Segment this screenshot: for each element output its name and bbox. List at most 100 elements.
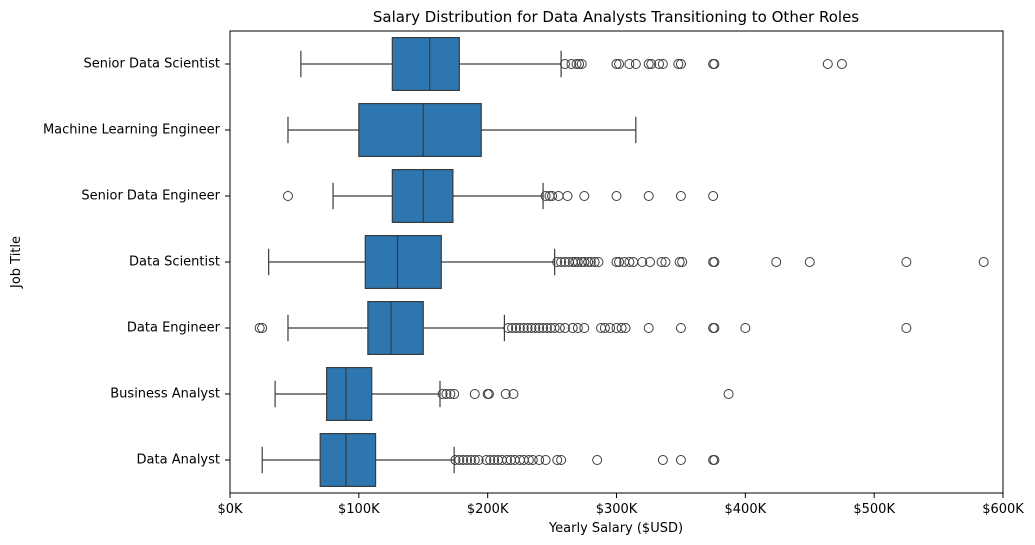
outlier-point [534,455,545,465]
outlier-point [644,257,655,267]
outlier-point [556,257,567,267]
x-tick-label: $500K [853,502,895,517]
outlier-point [589,257,600,267]
y-tick-label: Machine Learning Engineer [43,123,221,138]
outlier-point [540,455,551,465]
outlier-point [445,389,456,399]
outlier-point [740,323,751,333]
outlier-point [675,455,686,465]
outlier-point [572,257,583,267]
outlier-point [620,323,631,333]
outlier-point [469,389,480,399]
y-axis: Senior Data Scientist Machine Learning En… [43,57,230,468]
outlier-point [465,455,476,465]
outlier-point [624,257,635,267]
outlier-point [637,257,648,267]
outlier-point [449,389,460,399]
outlier-point [554,323,565,333]
outlier-point [709,257,720,267]
outlier-point [654,59,665,69]
y-tick-label: Data Analyst [137,453,220,468]
plot-area [254,36,989,488]
outlier-point [530,323,541,333]
outlier-point [592,455,603,465]
outlier-point [562,191,573,201]
outlier-point [547,191,558,201]
box-group [300,36,847,91]
outlier-point [836,59,847,69]
y-axis-label: Job Title [9,236,24,289]
outlier-point [822,59,833,69]
iqr-box [364,235,442,290]
outlier-point [469,455,480,465]
outlier-point [723,389,734,399]
outlier-point [526,323,537,333]
outlier-point [614,59,625,69]
outlier-point [450,455,461,465]
x-tick-label: $200K [467,502,509,517]
outlier-point [643,59,654,69]
outlier-point [507,323,518,333]
outlier-point [257,323,268,333]
iqr-box [358,102,482,157]
outlier-point [675,323,686,333]
iqr-box [391,36,460,91]
outlier-point [501,455,512,465]
chart-title: Salary Distribution for Data Analysts Tr… [373,8,859,26]
outlier-point [566,59,577,69]
outlier-point [643,323,654,333]
outlier-point [441,389,452,399]
outlier-point [585,257,596,267]
outlier-point [611,323,622,333]
outlier-point [576,59,587,69]
outlier-point [677,257,688,267]
outlier-point [657,455,668,465]
outlier-point [709,323,720,333]
x-tick-label: $400K [725,502,767,517]
box-group [287,102,637,157]
outlier-point [481,455,492,465]
outlier-point [458,455,469,465]
outlier-point [579,257,590,267]
outlier-point [630,59,641,69]
outlier-point [538,323,549,333]
outlier-point [552,257,563,267]
outlier-point [523,455,534,465]
outlier-point [675,59,686,69]
outlier-point [574,59,585,69]
outlier-point [804,257,815,267]
outlier-point [534,323,545,333]
outlier-point [643,191,654,201]
x-tick-label: $0K [217,502,243,517]
iqr-box [319,433,377,488]
outlier-point [624,59,635,69]
y-tick-label: Senior Data Scientist [83,57,220,72]
outlier-point [483,389,494,399]
y-tick-label: Data Scientist [129,255,220,270]
outlier-point [614,257,625,267]
outlier-point [559,257,570,267]
outlier-point [541,323,552,333]
outlier-point [572,323,583,333]
box-group [254,301,912,356]
x-tick-label: $100K [338,502,380,517]
outlier-point [559,323,570,333]
outlier-point [616,323,627,333]
outlier-point [518,323,529,333]
outlier-point [567,323,578,333]
outlier-point [454,455,465,465]
outlier-point [675,191,686,201]
outlier-point [437,389,448,399]
outlier-point [527,455,538,465]
y-tick-label: Data Engineer [127,321,221,336]
outlier-point [462,455,473,465]
outlier-point [508,389,519,399]
outlier-point [656,257,667,267]
outlier-point [673,59,684,69]
x-tick-label: $300K [596,502,638,517]
outlier-point [709,59,720,69]
outlier-point [571,59,582,69]
outlier-point [553,191,564,201]
